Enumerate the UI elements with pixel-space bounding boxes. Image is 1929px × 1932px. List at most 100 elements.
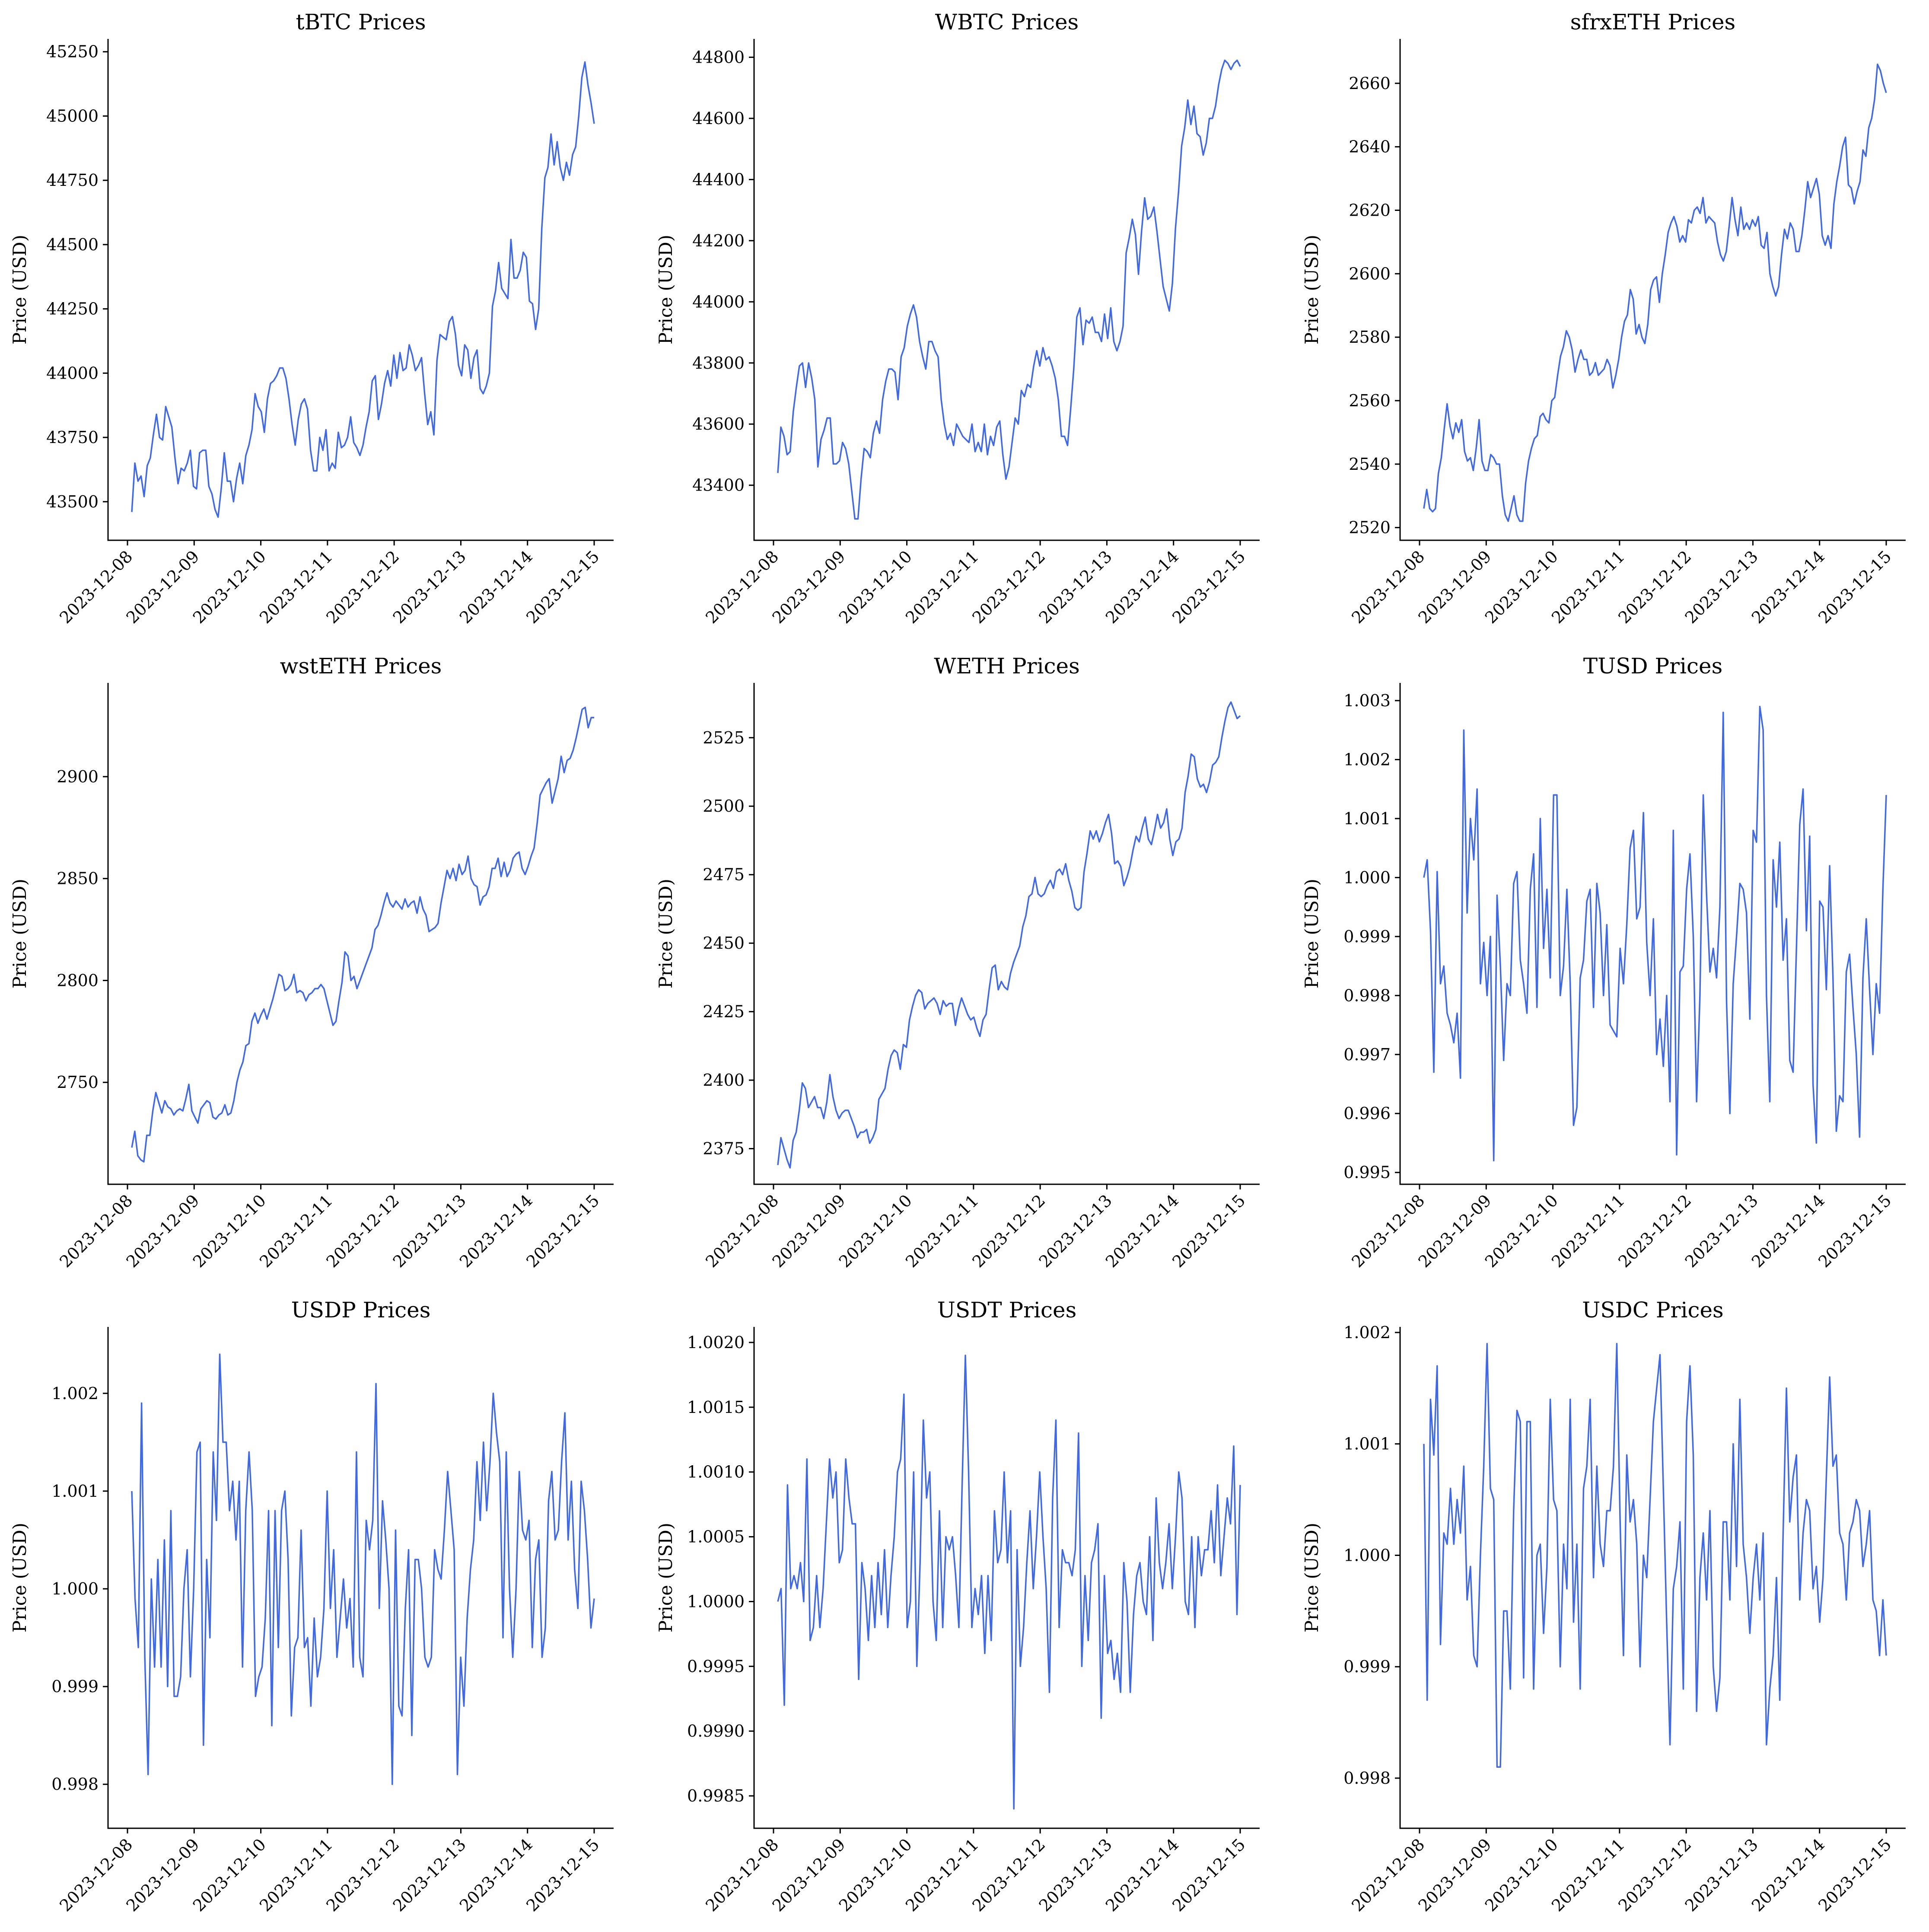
y-tick-label: 2620	[1349, 201, 1391, 220]
y-tick-label: 2520	[1349, 518, 1391, 537]
y-tick-label: 44750	[46, 171, 99, 190]
y-tick-label: 2850	[57, 869, 99, 888]
y-tick-label: 1.001	[51, 1482, 99, 1501]
y-tick-label: 2660	[1349, 74, 1391, 93]
price-series-line	[131, 706, 594, 1163]
y-axis-label: Price (USD)	[1301, 235, 1322, 344]
y-axis-label: Price (USD)	[9, 879, 30, 988]
y-tick-label: 2540	[1349, 455, 1391, 474]
y-tick-label: 43500	[46, 492, 99, 511]
y-tick-label: 1.002	[1343, 750, 1391, 769]
axis-spines	[107, 39, 614, 541]
axis-spines	[107, 1327, 614, 1829]
y-tick-label: 2750	[57, 1073, 99, 1092]
y-tick-label: 0.998	[1343, 1769, 1391, 1788]
chart-title: USDP Prices	[291, 1298, 431, 1323]
y-tick-label: 2560	[1349, 391, 1391, 410]
chart-title: sfrxETH Prices	[1570, 10, 1735, 35]
axis-spines	[753, 683, 1260, 1185]
axis-spines	[1399, 39, 1906, 541]
y-tick-label: 45250	[46, 42, 99, 61]
y-tick-label: 1.000	[1343, 1546, 1391, 1565]
price-series-line	[1423, 1342, 1887, 1768]
y-tick-label: 0.995	[1343, 1163, 1391, 1182]
axis-spines	[1399, 683, 1906, 1185]
subplot-5: TUSD Prices Price (USD) 0.995 0.996 0.997 0.9…	[1301, 654, 1906, 1271]
y-tick-label: 0.996	[1343, 1104, 1391, 1123]
y-tick-label: 1.003	[1343, 691, 1391, 710]
y-tick-label: 1.0010	[687, 1463, 745, 1482]
y-tick-label: 44500	[46, 235, 99, 254]
y-tick-label: 1.001	[1343, 809, 1391, 828]
y-tick-label: 2525	[703, 728, 745, 747]
chart-title: USDT Prices	[937, 1298, 1077, 1323]
axis-spines	[753, 39, 1260, 541]
y-tick-label: 1.0005	[687, 1527, 745, 1546]
chart-title: WETH Prices	[934, 654, 1080, 679]
y-tick-label: 2640	[1349, 137, 1391, 156]
y-tick-label: 2500	[703, 797, 745, 816]
chart-title: TUSD Prices	[1583, 654, 1723, 679]
y-tick-label: 0.998	[51, 1775, 99, 1794]
subplot-7: USDT Prices Price (USD) 0.9985 0.9990 0.9995…	[655, 1298, 1260, 1915]
y-tick-label: 2800	[57, 971, 99, 990]
y-tick-label: 44000	[46, 363, 99, 383]
y-tick-label: 1.0020	[687, 1333, 745, 1352]
y-tick-label: 44200	[692, 231, 745, 250]
y-tick-label: 2580	[1349, 328, 1391, 347]
y-tick-label: 43400	[692, 476, 745, 495]
y-tick-label: 1.000	[1343, 868, 1391, 887]
axis-spines	[107, 683, 614, 1185]
y-tick-label: 0.997	[1343, 1045, 1391, 1064]
price-series-line	[131, 1353, 595, 1785]
subplot-1: WBTC Prices Price (USD) 43400 43600 43800 440…	[655, 10, 1260, 627]
price-series-line	[131, 61, 595, 518]
y-tick-label: 44000	[692, 292, 745, 311]
y-tick-label: 0.999	[51, 1677, 99, 1696]
y-tick-label: 0.9995	[687, 1657, 745, 1676]
price-series-line	[777, 701, 1241, 1169]
y-tick-label: 44600	[692, 109, 745, 128]
y-tick-label: 0.9985	[687, 1786, 745, 1805]
chart-title: tBTC Prices	[296, 10, 426, 35]
y-tick-label: 43750	[46, 428, 99, 447]
y-axis-label: Price (USD)	[1301, 879, 1322, 988]
y-axis-label: Price (USD)	[9, 235, 30, 344]
y-tick-label: 1.0015	[687, 1398, 745, 1417]
axis-spines	[1399, 1327, 1906, 1829]
y-tick-label: 44400	[692, 170, 745, 189]
subplot-6: USDP Prices Price (USD) 0.998 0.999 1.000 1.0…	[9, 1298, 614, 1915]
y-tick-label: 1.0000	[687, 1592, 745, 1611]
y-axis-label: Price (USD)	[9, 1523, 30, 1632]
y-tick-label: 0.998	[1343, 986, 1391, 1005]
price-series-line	[1423, 63, 1887, 522]
y-tick-label: 2375	[703, 1139, 745, 1158]
subplot-8: USDC Prices Price (USD) 0.998 0.999 1.000 1.0…	[1301, 1298, 1906, 1915]
y-axis-label: Price (USD)	[655, 1523, 676, 1632]
y-tick-label: 2475	[703, 865, 745, 884]
y-tick-label: 2450	[703, 934, 745, 953]
price-series-line	[777, 59, 1241, 520]
y-axis-label: Price (USD)	[1301, 1523, 1322, 1632]
subplot-4: WETH Prices Price (USD) 2375 2400 2425 2450 24…	[655, 654, 1260, 1271]
y-tick-label: 43800	[692, 354, 745, 373]
y-tick-label: 1.002	[51, 1384, 99, 1403]
y-tick-label: 44800	[692, 48, 745, 67]
y-tick-label: 1.002	[1343, 1323, 1391, 1342]
y-tick-label: 0.999	[1343, 927, 1391, 946]
axis-spines	[753, 1327, 1260, 1829]
y-tick-label: 1.001	[1343, 1435, 1391, 1454]
y-tick-label: 2600	[1349, 264, 1391, 283]
subplot-2: sfrxETH Prices Price (USD) 2520 2540 2560 258…	[1301, 10, 1906, 627]
y-tick-label: 1.000	[51, 1579, 99, 1598]
y-tick-label: 0.9990	[687, 1722, 745, 1741]
chart-title: USDC Prices	[1582, 1298, 1723, 1323]
y-axis-label: Price (USD)	[655, 235, 676, 344]
price-series-line	[1423, 705, 1887, 1162]
chart-title: WBTC Prices	[935, 10, 1079, 35]
y-tick-label: 44250	[46, 300, 99, 319]
subplot-3: wstETH Prices Price (USD) 2750 2800 2850 2900…	[9, 654, 614, 1271]
y-tick-label: 2425	[703, 1002, 745, 1021]
y-tick-label: 2400	[703, 1071, 745, 1090]
